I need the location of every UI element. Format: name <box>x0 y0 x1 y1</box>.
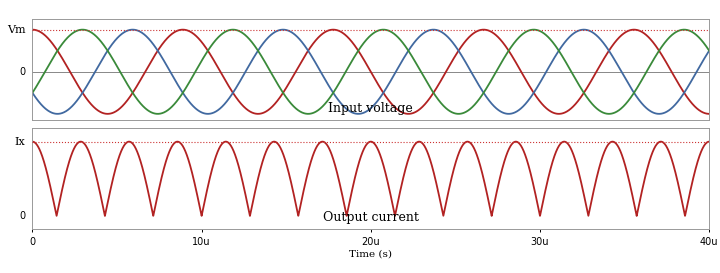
Text: Ix: Ix <box>15 136 26 147</box>
Text: Output current: Output current <box>323 211 419 224</box>
Text: 0: 0 <box>19 67 26 77</box>
X-axis label: Time (s): Time (s) <box>349 250 392 259</box>
Text: Input voltage: Input voltage <box>328 102 413 115</box>
Text: Vm: Vm <box>7 25 26 35</box>
Text: 0: 0 <box>19 211 26 221</box>
